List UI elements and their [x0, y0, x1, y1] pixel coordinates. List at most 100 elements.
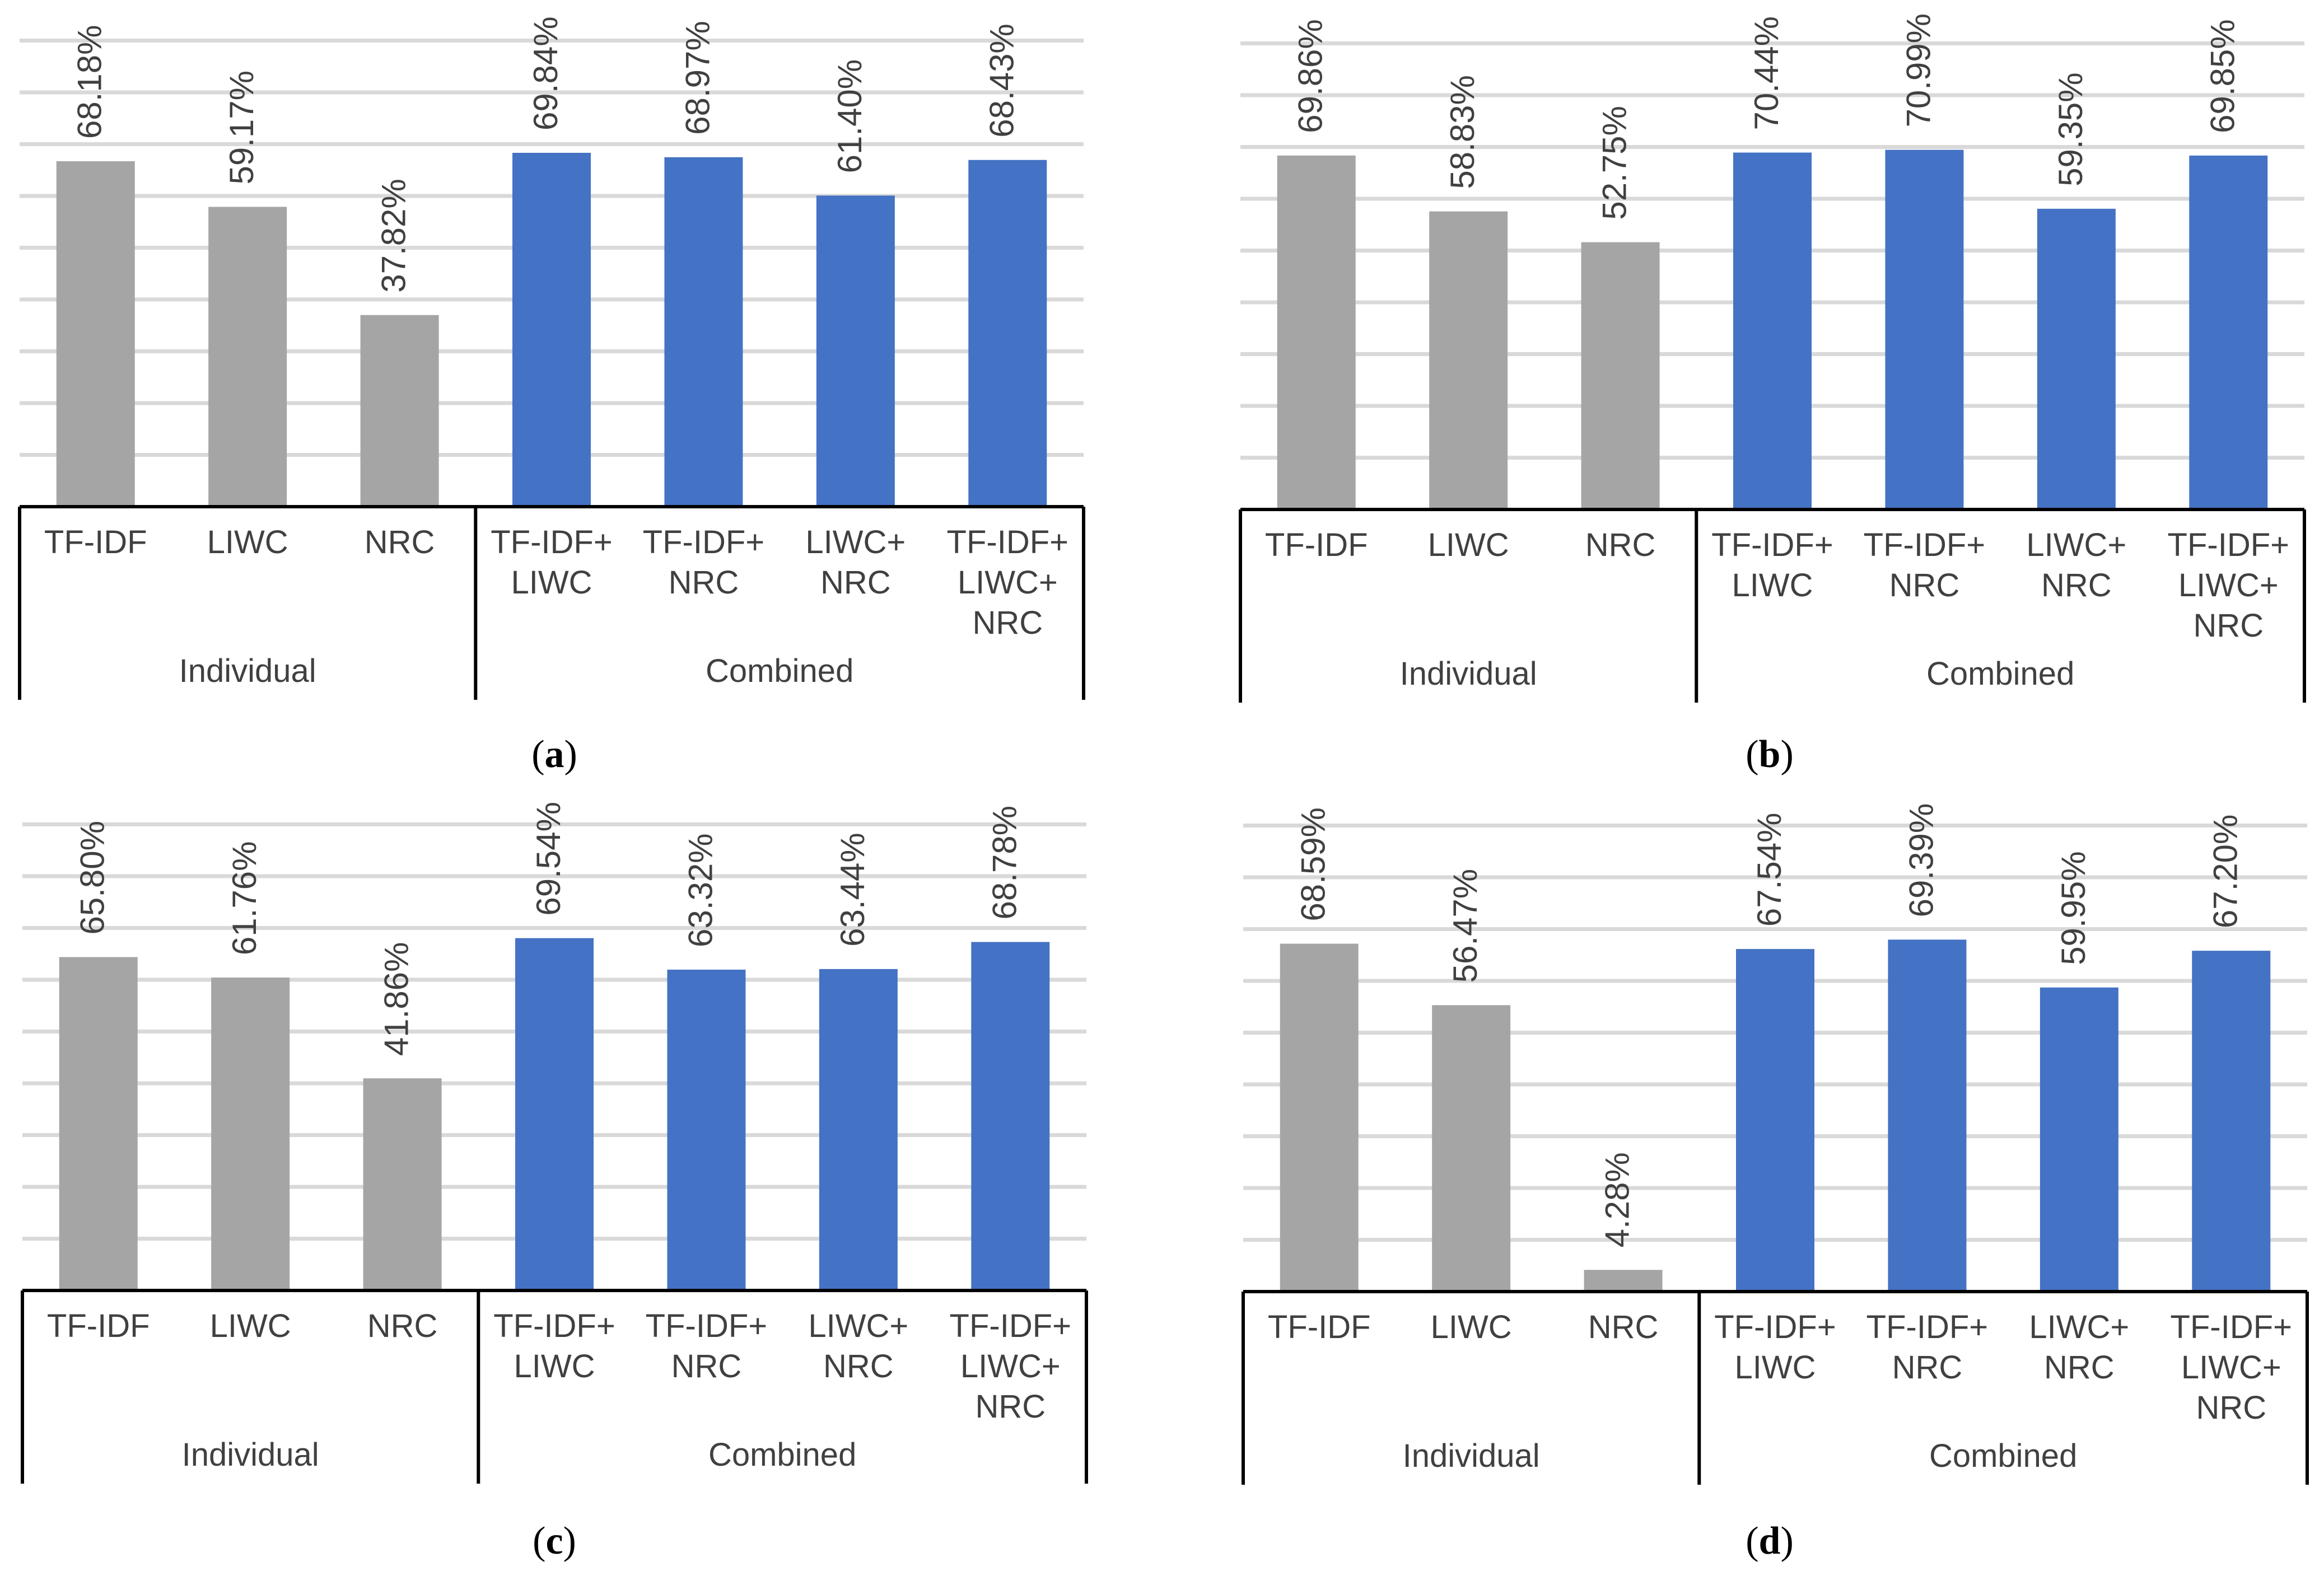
bar-individual — [1280, 943, 1359, 1292]
bar-value-label: 68.78% — [986, 806, 1023, 920]
category-tick-label: LIWC — [1732, 567, 1813, 604]
bar-value-label: 56.47% — [1446, 869, 1484, 983]
category-tick-label: LIWC+ — [805, 524, 906, 560]
bar-value-label: 69.86% — [1292, 19, 1329, 133]
bar-combined — [1736, 949, 1814, 1292]
category-tick-label: NRC — [972, 605, 1043, 641]
category-tick-label: LIWC — [210, 1308, 291, 1344]
bar-value-label: 68.18% — [71, 25, 109, 139]
bar-value-label: 69.39% — [1902, 803, 1940, 918]
category-tick-label: NRC — [1892, 1349, 1963, 1386]
bar-value-label: 67.20% — [2206, 815, 2244, 929]
bar-combined — [2192, 951, 2271, 1292]
bar-value-label: 69.84% — [527, 16, 564, 130]
bar-combined — [667, 969, 746, 1290]
group-label-combined: Combined — [708, 1437, 856, 1473]
bar-value-label: 59.35% — [2052, 72, 2089, 186]
group-label-combined: Combined — [706, 653, 853, 689]
bar-value-label: 70.44% — [1748, 16, 1785, 130]
bar-individual — [1277, 155, 1356, 510]
bar-individual — [1432, 1005, 1511, 1292]
category-tick-label: NRC — [823, 1348, 894, 1385]
panel-label-a: (a) — [531, 733, 577, 776]
bar-combined — [816, 195, 895, 507]
group-label-combined: Combined — [1926, 656, 2074, 692]
category-tick-label: TF-IDF+ — [1864, 527, 1985, 563]
group-label-individual: Individual — [1400, 656, 1537, 692]
bar-individual — [1429, 211, 1508, 509]
bar-combined — [1733, 152, 1812, 509]
category-tick-label: NRC — [365, 524, 435, 560]
category-tick-label: LIWC+ — [960, 1348, 1061, 1385]
category-tick-label: TF-IDF+ — [1711, 527, 1833, 563]
bar-individual — [56, 161, 135, 507]
category-tick-label: TF-IDF+ — [1866, 1309, 1988, 1345]
category-tick-label: LIWC+ — [808, 1308, 908, 1344]
category-tick-label: NRC — [1889, 567, 1960, 604]
chart-panel-b: 69.86% 58.83% 52.75% 70.44% 70.99% 59.35% 69.8… — [1239, 13, 2306, 703]
panel-label-d: (d) — [1746, 1519, 1794, 1563]
category-tick-label: NRC — [2193, 607, 2264, 644]
category-tick-label: TF-IDF+ — [950, 1308, 1071, 1344]
category-tick-label: LIWC — [1735, 1349, 1816, 1386]
bar-individual — [211, 978, 290, 1290]
bar-combined — [512, 152, 591, 507]
bar-value-label: 58.83% — [1444, 75, 1481, 189]
panel-label-b: (b) — [1746, 733, 1794, 776]
bar-value-label: 61.76% — [226, 841, 263, 956]
category-tick-label: TF-IDF+ — [2168, 527, 2289, 563]
category-tick-label: LIWC — [1428, 527, 1509, 563]
category-tick-label: NRC — [975, 1388, 1046, 1425]
category-tick-label: NRC — [2044, 1349, 2115, 1386]
category-tick-label: TF-IDF+ — [947, 524, 1068, 560]
category-tick-label: TF-IDF — [47, 1308, 150, 1344]
bar-individual — [360, 315, 439, 507]
bar-combined — [1888, 939, 1967, 1292]
category-tick-label: LIWC — [1431, 1309, 1512, 1345]
category-tick-label: TF-IDF — [1268, 1309, 1371, 1345]
category-tick-label: LIWC+ — [2026, 527, 2126, 563]
bar-value-label: 69.85% — [2204, 19, 2241, 133]
bar-value-label: 67.54% — [1751, 813, 1788, 927]
category-tick-label: LIWC — [514, 1348, 595, 1385]
category-tick-label: NRC — [367, 1308, 438, 1344]
bar-value-label: 68.43% — [983, 24, 1020, 138]
category-tick-label: LIWC — [511, 564, 592, 601]
category-tick-label: TF-IDF+ — [2171, 1309, 2292, 1345]
bar-combined — [2040, 987, 2118, 1292]
category-tick-label: TF-IDF+ — [646, 1308, 767, 1344]
bar-combined — [515, 938, 594, 1290]
bar-value-label: 70.99% — [1900, 13, 1937, 128]
bar-value-label: 41.86% — [378, 942, 416, 1056]
group-label-individual: Individual — [179, 653, 316, 689]
chart-panel-a: 68.18% 59.17% 37.82% 69.84% 68.97% 61.40% 68.4… — [18, 16, 1085, 700]
bar-value-label: 52.75% — [1596, 106, 1634, 220]
bar-individual — [363, 1078, 442, 1290]
category-tick-label: NRC — [669, 564, 739, 601]
category-tick-label: NRC — [2041, 567, 2112, 604]
bar-individual — [1584, 1270, 1663, 1292]
category-tick-label: NRC — [820, 564, 891, 601]
bar-combined — [819, 969, 898, 1290]
category-tick-label: NRC — [1585, 527, 1656, 563]
bar-value-label: 63.32% — [682, 833, 719, 947]
bar-combined — [2189, 155, 2268, 509]
category-tick-label: LIWC — [207, 524, 288, 560]
group-label-combined: Combined — [1929, 1438, 2077, 1474]
bar-value-label: 59.17% — [223, 71, 260, 184]
category-tick-label: LIWC+ — [2181, 1349, 2281, 1386]
category-tick-label: TF-IDF+ — [491, 524, 612, 560]
bar-value-label: 61.40% — [831, 59, 869, 174]
category-tick-label: LIWC+ — [2029, 1309, 2129, 1345]
bar-individual — [59, 957, 138, 1290]
panel-label-c: (c) — [533, 1519, 576, 1563]
chart-panel-c: 65.80% 61.76% 41.86% 69.54% 63.32% 63.44% 68.7… — [21, 802, 1088, 1484]
bar-value-label: 68.59% — [1295, 807, 1332, 922]
category-tick-label: TF-IDF+ — [1714, 1309, 1836, 1345]
bar-combined — [664, 157, 743, 507]
category-tick-label: LIWC+ — [2178, 567, 2279, 604]
group-label-individual: Individual — [182, 1437, 319, 1473]
bar-value-label: 59.95% — [2055, 851, 2092, 965]
category-tick-label: TF-IDF — [44, 524, 147, 560]
bar-combined — [971, 942, 1050, 1290]
